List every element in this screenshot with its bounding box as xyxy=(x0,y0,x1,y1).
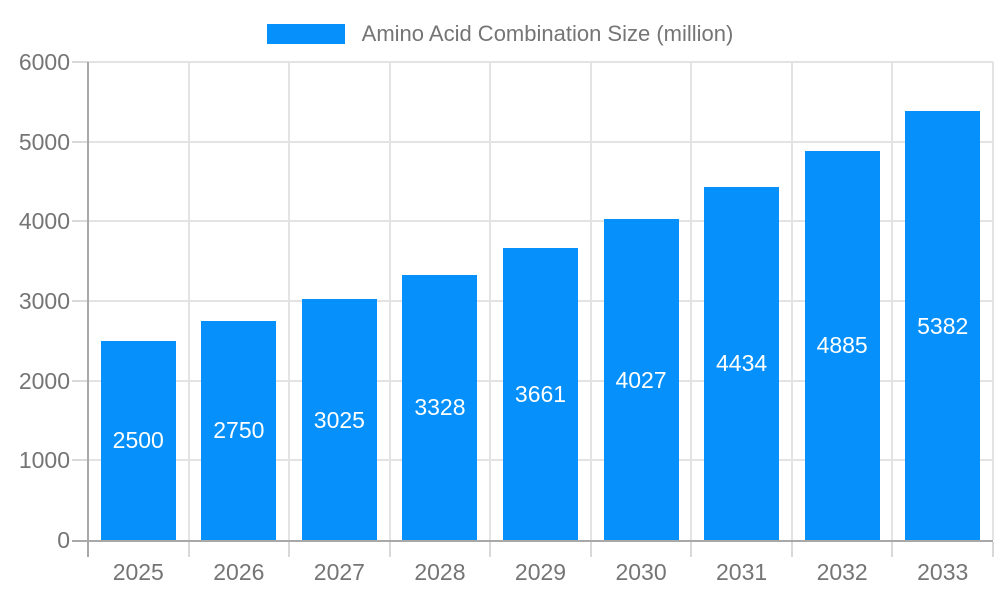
x-axis-tick xyxy=(992,542,994,557)
x-axis-label: 2029 xyxy=(514,559,567,585)
bar-value-label: 3328 xyxy=(414,394,466,421)
bar-value-label: 4434 xyxy=(716,350,768,377)
bar-2033[interactable] xyxy=(905,111,981,540)
y-axis-label: 3000 xyxy=(18,288,70,314)
x-axis-label: 2030 xyxy=(615,559,667,585)
x-axis-tick xyxy=(187,542,190,557)
y-axis-label: 6000 xyxy=(18,49,70,75)
x-axis-label: 2027 xyxy=(313,559,365,585)
bar-2027[interactable] xyxy=(301,299,377,540)
bar-2028[interactable] xyxy=(402,274,478,540)
bar-value-label: 4885 xyxy=(816,332,868,359)
x-axis-label: 2032 xyxy=(816,559,868,585)
bar-2025[interactable] xyxy=(100,340,176,540)
y-axis-tick xyxy=(72,379,88,382)
x-axis-line xyxy=(72,540,993,542)
y-axis-tick xyxy=(72,220,88,223)
legend-series-label: Amino Acid Combination Size (million) xyxy=(361,21,734,46)
bar-2029[interactable] xyxy=(503,248,578,540)
bar-2032[interactable] xyxy=(804,150,880,540)
y-axis-tick xyxy=(72,61,88,63)
y-axis-label: 0 xyxy=(57,527,70,553)
x-axis-label: 2025 xyxy=(112,559,164,585)
y-axis-label: 1000 xyxy=(18,447,70,474)
y-axis-tick xyxy=(72,300,88,302)
y-axis-tick xyxy=(72,459,88,462)
x-axis-tick xyxy=(489,542,492,557)
y-axis-tick xyxy=(72,140,88,143)
x-axis-tick xyxy=(288,542,291,557)
horizontal-gridline xyxy=(88,220,993,223)
x-axis-label: 2028 xyxy=(414,559,466,585)
bar-value-label: 2500 xyxy=(112,427,164,454)
bar-value-label: 3025 xyxy=(313,406,365,433)
y-axis-label: 4000 xyxy=(18,208,70,235)
bar-value-label: 2750 xyxy=(213,417,265,444)
bar-value-label: 3661 xyxy=(514,381,567,408)
y-axis-line xyxy=(87,62,89,557)
x-axis-tick xyxy=(790,542,793,557)
y-axis-label: 5000 xyxy=(18,128,70,155)
y-axis-label: 2000 xyxy=(18,367,70,394)
vertical-gridline xyxy=(992,62,994,540)
x-axis-tick xyxy=(891,542,894,557)
horizontal-gridline xyxy=(88,61,993,63)
x-axis-tick xyxy=(388,542,391,557)
x-axis-tick xyxy=(690,542,693,557)
x-axis-tick xyxy=(589,542,592,557)
chart-legend: Amino Acid Combination Size (million) xyxy=(0,21,1000,47)
horizontal-gridline xyxy=(88,140,993,143)
bar-value-label: 5382 xyxy=(917,312,969,339)
bar-2026[interactable] xyxy=(201,320,277,540)
bar-value-label: 4027 xyxy=(615,366,667,393)
x-axis-label: 2033 xyxy=(917,559,969,585)
legend-item[interactable]: Amino Acid Combination Size (million) xyxy=(266,21,734,47)
x-axis-label: 2031 xyxy=(716,559,768,585)
bar-2031[interactable] xyxy=(704,186,780,540)
legend-swatch-icon xyxy=(266,24,345,44)
x-axis-label: 2026 xyxy=(213,559,265,585)
bar-2030[interactable] xyxy=(603,219,679,540)
